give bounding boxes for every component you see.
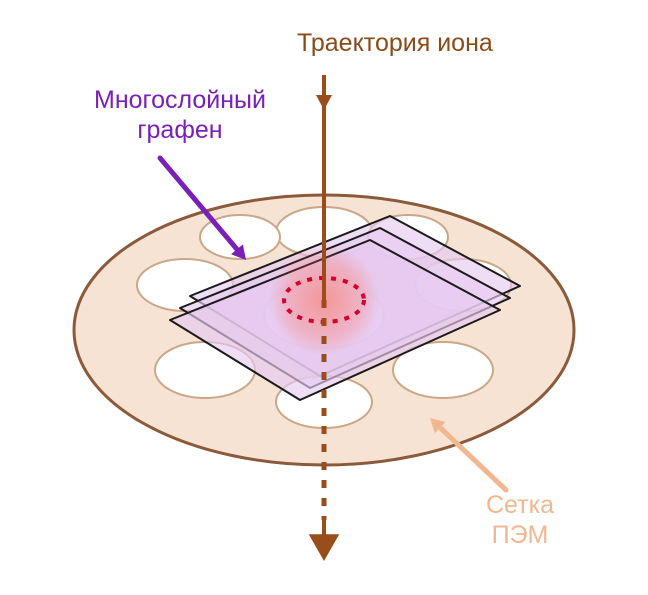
label-multilayer-graphene: Многослойный графен [94, 85, 266, 145]
label-ion-trajectory: Траектория иона [297, 28, 493, 58]
label-tem-grid: Сетка ПЭМ [486, 490, 554, 550]
